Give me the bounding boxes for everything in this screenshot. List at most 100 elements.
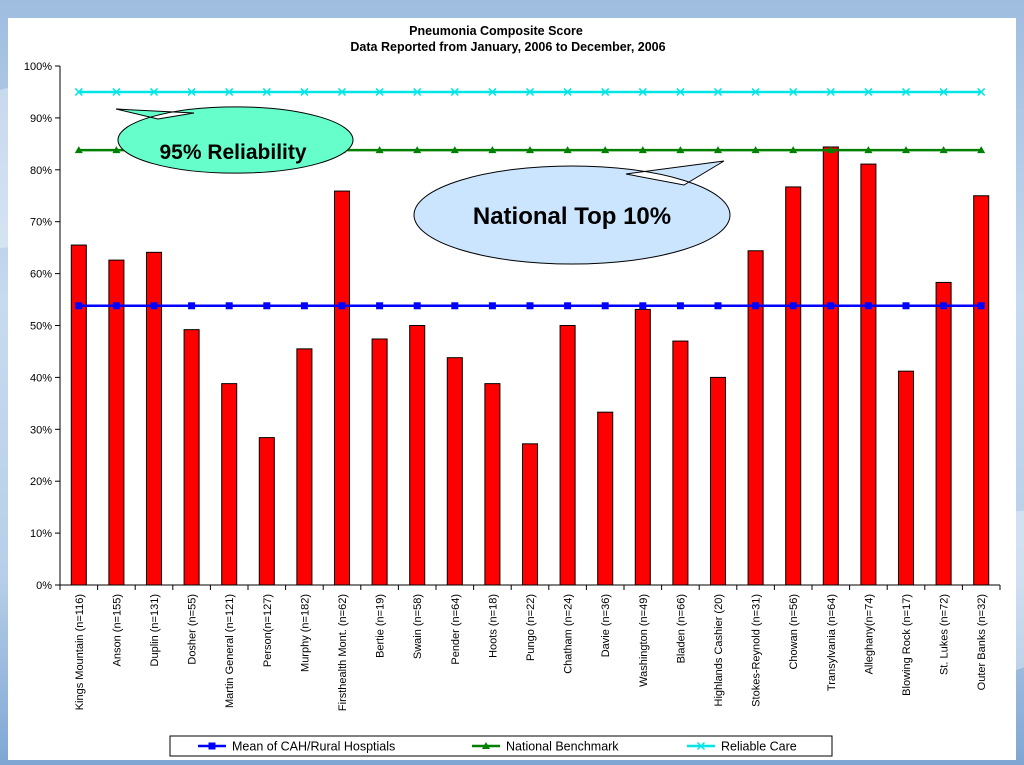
- series-marker: [208, 742, 216, 750]
- bar: [973, 195, 990, 586]
- legend-label: National Benchmark: [506, 740, 619, 754]
- callout-national-top: National Top 10%: [413, 160, 731, 265]
- bar: [70, 244, 87, 586]
- series-marker: [187, 87, 196, 96]
- legend-item: National Benchmark: [472, 740, 619, 754]
- bar: [183, 329, 200, 586]
- bar: [822, 146, 839, 586]
- series-marker: [789, 146, 798, 154]
- callout-reliability-bubble: [115, 106, 354, 174]
- series-marker: [977, 87, 986, 96]
- y-tick-label: 80%: [30, 165, 52, 177]
- series-marker: [413, 302, 421, 310]
- series-marker: [225, 87, 234, 96]
- series-marker: [789, 87, 798, 96]
- bar: [747, 250, 764, 586]
- y-tick-label: 50%: [30, 321, 52, 333]
- y-tick-label: 90%: [30, 113, 52, 125]
- chart-axes: 0% 10% 20% 30% 40% 50% 60% 70% 80% 90% 100%: [24, 61, 1001, 592]
- bar: [145, 251, 163, 586]
- x-tick-label: Outer Banks (n=32): [976, 594, 988, 690]
- bar: [559, 325, 576, 586]
- series-marker: [112, 87, 121, 96]
- x-tick-label: Duplin (n=131): [149, 594, 161, 666]
- x-tick-label: Bertie (n=19): [375, 594, 387, 658]
- y-tick-label: 0%: [36, 580, 52, 592]
- series-marker: [376, 302, 384, 310]
- x-tick-label: Kings Mountain (n=116): [74, 594, 86, 710]
- x-tick-label: Hoots (n=18): [487, 594, 499, 658]
- x-tick-label: Dosher (n=55): [187, 594, 199, 665]
- legend-label: Reliable Care: [721, 740, 797, 754]
- bar: [108, 259, 125, 586]
- y-tick-label: 70%: [30, 217, 52, 229]
- series-marker: [714, 302, 722, 310]
- series-marker: [375, 146, 384, 154]
- series-marker: [488, 146, 497, 154]
- series-marker: [300, 87, 309, 96]
- y-tick-label: 20%: [30, 476, 52, 488]
- x-tick-label: Blowing Rock (n=17): [901, 594, 913, 696]
- chart-legend: Mean of CAH/Rural Hosptials National Benc…: [169, 735, 833, 757]
- chart-panel: Pneumonia Composite Score Data Reported …: [8, 18, 1016, 760]
- chart-subtitle: Data Reported from January, 2006 to Dece…: [350, 40, 665, 54]
- x-tick-label: Pender (n=64): [450, 594, 462, 665]
- x-tick-label: Murphy (n=182): [299, 594, 311, 672]
- x-tick-label: Highlands Cashier (20): [713, 594, 725, 707]
- bar: [409, 325, 426, 586]
- series-marker: [337, 87, 347, 96]
- series-marker: [977, 146, 986, 154]
- series-marker: [676, 87, 685, 96]
- series-marker: [826, 87, 835, 96]
- series-marker: [488, 302, 496, 310]
- series-marker: [482, 742, 490, 749]
- series-marker: [149, 87, 159, 96]
- series-marker: [262, 87, 271, 96]
- series-marker: [375, 87, 384, 96]
- x-tick-label: Stokes-Reynold (n=31): [751, 594, 763, 707]
- bar: [634, 308, 651, 586]
- x-tick-label: St. Lukes (n=72): [939, 594, 951, 675]
- bar: [221, 383, 238, 586]
- series-marker: [601, 302, 609, 310]
- bar: [860, 163, 877, 586]
- legend-box: [169, 735, 833, 757]
- series-marker: [826, 146, 835, 154]
- series-reliable-care: [74, 87, 986, 96]
- series-marker: [939, 146, 948, 154]
- x-axis-labels: Kings Mountain (n=116) Anson (n=155) Dupli…: [74, 594, 988, 711]
- series-marker: [488, 87, 497, 96]
- series-marker: [338, 302, 346, 310]
- series-marker: [902, 302, 910, 310]
- series-marker: [563, 146, 572, 154]
- series-marker: [526, 302, 534, 310]
- bar: [897, 370, 915, 586]
- series-marker: [676, 146, 685, 154]
- series-marker: [864, 302, 872, 310]
- series-marker: [526, 146, 534, 154]
- x-tick-label: Person(n=127): [262, 594, 274, 667]
- series-marker: [977, 302, 985, 310]
- callout-national-top-text: National Top 10%: [473, 203, 671, 230]
- series-marker: [752, 302, 760, 310]
- series-marker: [751, 87, 760, 96]
- series-marker: [751, 146, 760, 154]
- series-marker: [413, 87, 422, 96]
- series-marker: [450, 87, 459, 96]
- series-marker: [112, 302, 120, 310]
- legend-label: Mean of CAH/Rural Hosptials: [232, 740, 395, 754]
- series-marker: [902, 146, 910, 154]
- bar: [371, 338, 388, 586]
- series-mean-of-cah-rural-hosptials: [75, 302, 985, 310]
- series-marker: [225, 302, 233, 310]
- series-marker: [74, 146, 83, 154]
- series-marker: [901, 87, 911, 96]
- x-tick-label: Chowan (n=56): [788, 594, 800, 670]
- series-marker: [638, 87, 647, 96]
- bar: [935, 281, 952, 586]
- callout-reliability-text: 95% Reliability: [159, 141, 306, 164]
- y-tick-label: 100%: [24, 61, 52, 73]
- x-tick-label: Swain (n=58): [412, 594, 424, 659]
- x-tick-label: Chatham (n=24): [563, 594, 575, 674]
- x-tick-label: Transylvania (n=64): [826, 594, 838, 691]
